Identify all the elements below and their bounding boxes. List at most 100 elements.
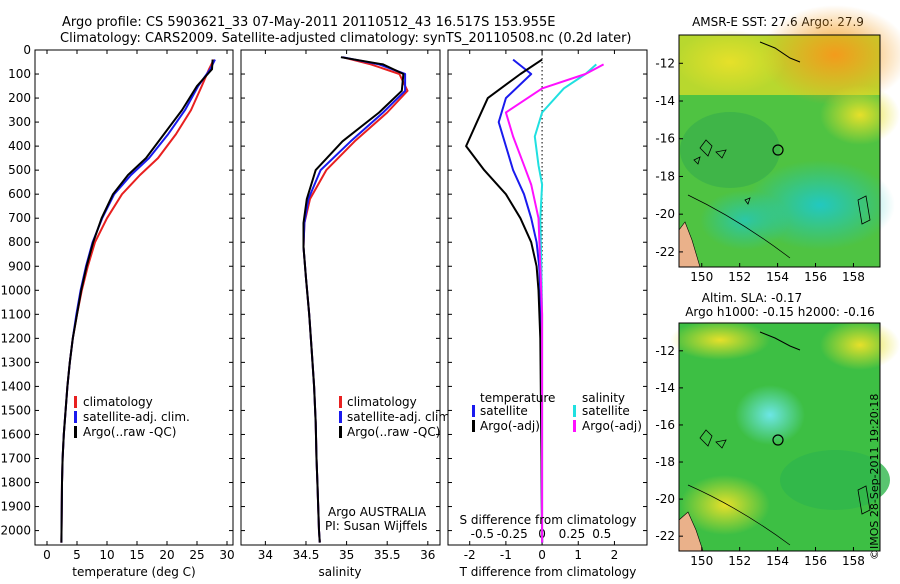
difference-legend: temperature satellite Argo(-adj) salinit… bbox=[472, 391, 642, 433]
legend-swatch-climatology bbox=[74, 396, 77, 408]
sla-argo-marker bbox=[772, 434, 784, 446]
map-y-tick-label: -22 bbox=[655, 529, 675, 543]
legend-label-climatology: climatology bbox=[347, 395, 417, 409]
y-tick-label: 1900 bbox=[0, 500, 31, 514]
x-tick-label: 5 bbox=[73, 548, 81, 562]
map-y-tick-label: -18 bbox=[655, 169, 675, 183]
temperature-axes-frame bbox=[34, 49, 234, 546]
x-tick-label: 0 bbox=[43, 548, 51, 562]
legend-swatch-s-satellite bbox=[573, 405, 576, 417]
temperature-x-axis: 0 5 10 15 20 25 30 bbox=[43, 50, 235, 562]
map-y-tick-label: -12 bbox=[655, 56, 675, 70]
x-tick-label: 35.5 bbox=[374, 548, 401, 562]
x-tick-label: 25 bbox=[189, 548, 204, 562]
y-tick-label: 1500 bbox=[0, 403, 31, 417]
map-x-tick-label: 152 bbox=[728, 554, 751, 568]
x-tick-label: 15 bbox=[129, 548, 144, 562]
y-tick-label: 2000 bbox=[0, 524, 31, 538]
legend-swatch-argo bbox=[74, 426, 77, 438]
map-y-tick-label: -20 bbox=[655, 492, 675, 506]
legend-label-argo: Argo(..raw -QC) bbox=[83, 425, 176, 439]
map-x-tick-label: 156 bbox=[804, 270, 827, 284]
x-tick-label: 2 bbox=[611, 548, 619, 562]
x-tick-label: 36 bbox=[420, 548, 435, 562]
y-tick-label: 600 bbox=[8, 187, 31, 201]
x-tick-label: 30 bbox=[219, 548, 234, 562]
map-y-tick-label: -20 bbox=[655, 207, 675, 221]
y-tick-label: 1700 bbox=[0, 451, 31, 465]
header-line2: Climatology: CARS2009. Satellite-adjuste… bbox=[60, 31, 632, 46]
legend-title-temperature: temperature bbox=[480, 391, 555, 405]
y-tick-label: 100 bbox=[8, 67, 31, 81]
y-tick-label: 900 bbox=[8, 259, 31, 273]
map-y-tick-label: -12 bbox=[655, 344, 675, 358]
y-tick-label: 500 bbox=[8, 163, 31, 177]
salinity-x-axis: 34 34.5 35 35.5 36 bbox=[258, 50, 435, 562]
x2-tick-label: -0.25 bbox=[497, 527, 528, 541]
map-y-tick-label: -14 bbox=[655, 381, 675, 395]
y-tick-label: 1400 bbox=[0, 379, 31, 393]
legend-label-argo: Argo(..raw -QC) bbox=[347, 425, 440, 439]
temperature-panel: 0100200300400500600700800900100011001200… bbox=[0, 43, 234, 579]
map-x-tick-label: 158 bbox=[842, 270, 865, 284]
x2-tick-label: 0.25 bbox=[559, 527, 586, 541]
y-tick-label: 1300 bbox=[0, 355, 31, 369]
sst-map-frame bbox=[678, 34, 881, 268]
y-tick-label: 1000 bbox=[0, 283, 31, 297]
x-tick-label: 34.5 bbox=[293, 548, 320, 562]
salinity-panel: 34 34.5 35 35.5 36 salinity climatology sate… bbox=[240, 49, 454, 579]
y-tick-label: 1200 bbox=[0, 331, 31, 345]
legend-label-s-satellite: satellite bbox=[582, 404, 630, 418]
y-tick-label: 1800 bbox=[0, 476, 31, 490]
legend-title-salinity: salinity bbox=[582, 391, 625, 405]
x-tick-label: 10 bbox=[99, 548, 114, 562]
salinity-axes-frame bbox=[240, 49, 441, 546]
sla-map-subtitle: Argo h1000: -0.15 h2000: -0.16 bbox=[685, 305, 875, 319]
salinity-xlabel: salinity bbox=[318, 565, 361, 579]
sla-heatmap bbox=[670, 320, 900, 552]
map-y-tick-label: -18 bbox=[655, 455, 675, 469]
sst-heatmap bbox=[675, 5, 900, 268]
salinity-note-line2: PI: Susan Wijffels bbox=[325, 519, 427, 533]
series-line-s-argo-adj- bbox=[504, 63, 605, 543]
legend-swatch-satellite bbox=[339, 411, 342, 423]
y-tick-label: 700 bbox=[8, 211, 31, 225]
difference-x2label: S difference from climatology bbox=[460, 513, 637, 527]
legend-swatch-t-satellite bbox=[472, 405, 475, 417]
y-tick-label: 400 bbox=[8, 139, 31, 153]
x-tick-label: 0 bbox=[538, 548, 546, 562]
x-tick-label: -2 bbox=[464, 548, 476, 562]
x-tick-label: 35 bbox=[339, 548, 354, 562]
header-line1: Argo profile: CS 5903621_33 07-May-2011 … bbox=[62, 15, 555, 30]
map-x-tick-label: 152 bbox=[728, 270, 751, 284]
sla-map-panel: Altim. SLA: -0.17 Argo h1000: -0.15 h200… bbox=[655, 291, 900, 568]
map-y-tick-label: -16 bbox=[655, 418, 675, 432]
map-y-tick-label: -22 bbox=[655, 245, 675, 259]
difference-xlabel: T difference from climatology bbox=[459, 565, 637, 579]
map-x-tick-label: 150 bbox=[690, 554, 713, 568]
x-tick-label: 1 bbox=[574, 548, 582, 562]
map-x-tick-label: 154 bbox=[766, 270, 789, 284]
legend-swatch-argo bbox=[339, 426, 342, 438]
map-x-tick-label: 154 bbox=[766, 554, 789, 568]
map-x-tick-label: 158 bbox=[842, 554, 865, 568]
y-tick-label: 800 bbox=[8, 235, 31, 249]
sst-map-panel: AMSR-E SST: 27.6 Argo: 27.9 150 152 154 156… bbox=[655, 5, 900, 284]
temperature-legend: climatology satellite-adj. clim. Argo(..… bbox=[74, 395, 190, 439]
copyright-stamp: ©IMOS 28-Sep-2011 19:20:18 bbox=[868, 393, 881, 560]
sst-argo-marker bbox=[772, 144, 784, 156]
series-line-argo-raw-qc- bbox=[302, 56, 405, 543]
x2-tick-label: -0.5 bbox=[471, 527, 494, 541]
legend-label-satellite: satellite-adj. clim. bbox=[347, 410, 454, 424]
y-tick-label: 1600 bbox=[0, 427, 31, 441]
legend-label-s-argo: Argo(-adj) bbox=[582, 419, 642, 433]
x2-tick-label: 0.5 bbox=[592, 527, 611, 541]
map-y-tick-label: -14 bbox=[655, 94, 675, 108]
map-x-tick-label: 150 bbox=[690, 270, 713, 284]
x-tick-label: 34 bbox=[258, 548, 273, 562]
legend-label-t-satellite: satellite bbox=[480, 404, 528, 418]
y-tick-label: 300 bbox=[8, 115, 31, 129]
legend-swatch-climatology bbox=[339, 396, 342, 408]
series-line-argo-raw-qc- bbox=[60, 59, 214, 543]
